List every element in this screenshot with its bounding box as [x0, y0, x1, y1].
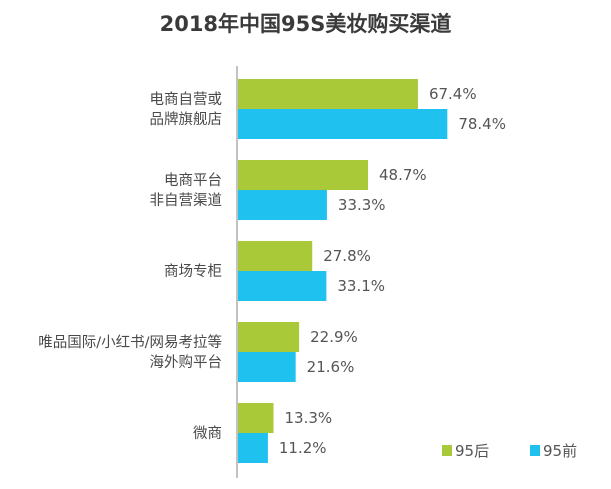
legend-swatch: [442, 445, 452, 456]
category-label: 品牌旗舰店: [150, 111, 223, 128]
bar-95-after: [238, 79, 418, 109]
value-label: 22.9%: [310, 328, 358, 346]
category-label: 电商自营或: [150, 91, 223, 108]
value-label: 11.2%: [279, 439, 327, 457]
legend-label: 95后: [455, 442, 489, 460]
category-label: 唯品国际/小红书/网易考拉等: [38, 333, 222, 351]
category-label: 商场专柜: [164, 263, 222, 280]
category-label: 非自营渠道: [150, 192, 223, 209]
bar-95-after: [238, 160, 369, 190]
value-label: 27.8%: [323, 247, 371, 265]
bar-95-after: [238, 241, 313, 271]
value-label: 33.3%: [338, 196, 386, 214]
bar-95-after: [238, 403, 274, 433]
value-label: 13.3%: [285, 409, 333, 427]
value-label: 33.1%: [337, 277, 385, 295]
bar-95-after: [238, 322, 300, 352]
legend-label: 95前: [543, 442, 577, 460]
value-label: 67.4%: [429, 85, 477, 103]
bar-95-before: [238, 433, 268, 463]
category-label: 海外购平台: [150, 354, 223, 371]
bar-95-before: [238, 190, 327, 220]
legend-swatch: [530, 445, 540, 456]
bar-95-before: [238, 352, 296, 382]
value-label: 48.7%: [379, 166, 427, 184]
category-label: 微商: [193, 425, 222, 442]
bar-95-before: [238, 109, 448, 139]
value-label: 21.6%: [307, 358, 355, 376]
value-label: 78.4%: [458, 115, 506, 133]
chart-title: 2018年中国95S美妆购买渠道: [159, 12, 452, 36]
category-label: 电商平台: [164, 172, 222, 189]
bar-95-before: [238, 271, 327, 301]
